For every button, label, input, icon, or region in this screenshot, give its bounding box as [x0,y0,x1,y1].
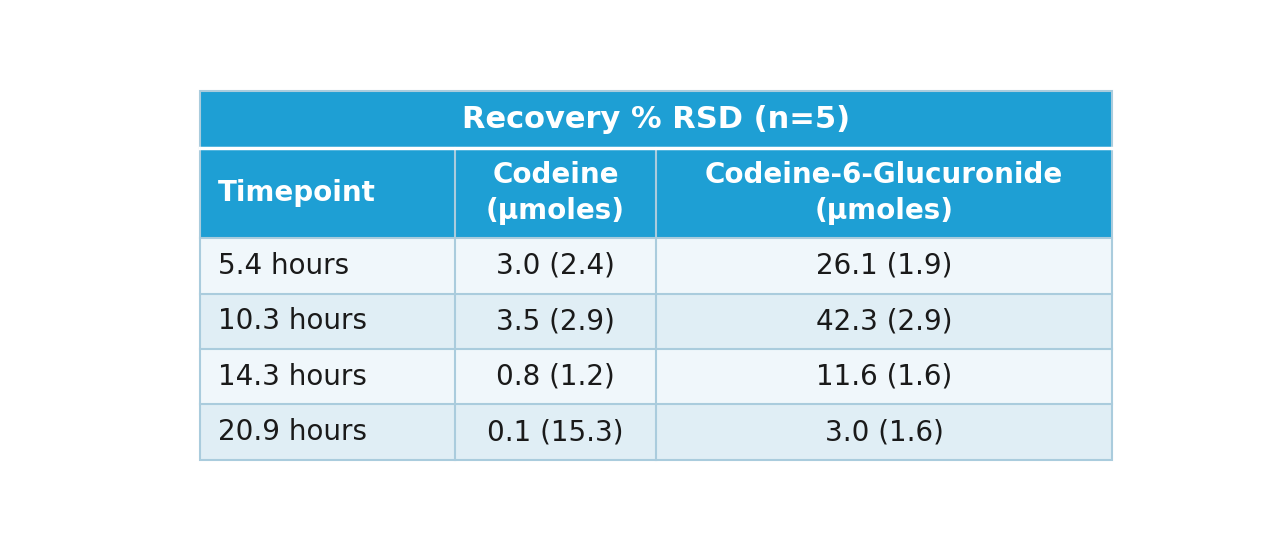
Text: 3.5 (2.9): 3.5 (2.9) [497,307,616,335]
Text: 5.4 hours: 5.4 hours [218,252,348,280]
Bar [200,90,1112,148]
Text: 0.8 (1.2): 0.8 (1.2) [497,363,614,391]
Bar [456,349,657,404]
Bar [456,238,657,294]
Text: Timepoint: Timepoint [218,179,375,207]
Text: Codeine-6-Glucuronide
(μmoles): Codeine-6-Glucuronide (μmoles) [705,161,1064,226]
Bar [657,148,1112,238]
Bar [200,404,456,460]
Bar [657,294,1112,349]
Bar [657,404,1112,460]
Bar [200,90,1112,460]
Text: 11.6 (1.6): 11.6 (1.6) [817,363,952,391]
Bar [200,238,456,294]
Text: 10.3 hours: 10.3 hours [218,307,366,335]
Text: Codeine
(μmoles): Codeine (μmoles) [486,161,625,226]
Bar [200,148,456,238]
Text: 26.1 (1.9): 26.1 (1.9) [815,252,952,280]
Text: 14.3 hours: 14.3 hours [218,363,366,391]
Bar [200,294,456,349]
Bar [456,148,657,238]
Bar [456,294,657,349]
Bar [657,349,1112,404]
Text: 3.0 (2.4): 3.0 (2.4) [497,252,616,280]
Text: 42.3 (2.9): 42.3 (2.9) [815,307,952,335]
Text: 0.1 (15.3): 0.1 (15.3) [488,418,623,446]
Bar [456,404,657,460]
Text: 3.0 (1.6): 3.0 (1.6) [824,418,943,446]
Bar [200,349,456,404]
Bar [657,238,1112,294]
Text: Recovery % RSD (n=5): Recovery % RSD (n=5) [462,105,850,134]
Text: 20.9 hours: 20.9 hours [218,418,366,446]
